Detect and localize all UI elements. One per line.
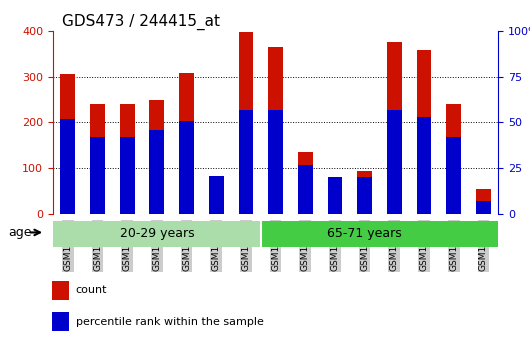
- Text: percentile rank within the sample: percentile rank within the sample: [76, 317, 263, 326]
- Bar: [209, 176, 224, 214]
- Bar: [446, 104, 461, 214]
- Bar: [357, 171, 372, 214]
- Bar: [52, 312, 68, 331]
- Bar: [60, 75, 75, 214]
- Bar: [120, 104, 135, 214]
- Bar: [328, 177, 342, 214]
- Bar: [60, 119, 75, 214]
- Text: 65-71 years: 65-71 years: [327, 227, 402, 240]
- Bar: [298, 152, 313, 214]
- Bar: [387, 110, 402, 214]
- Bar: [446, 137, 461, 214]
- Bar: [179, 121, 194, 214]
- Bar: [476, 201, 491, 214]
- Bar: [149, 130, 164, 214]
- Bar: [179, 73, 194, 214]
- Bar: [261, 221, 498, 247]
- Bar: [268, 47, 283, 214]
- Text: 20-29 years: 20-29 years: [120, 227, 194, 240]
- Bar: [298, 165, 313, 214]
- Bar: [120, 137, 135, 214]
- Bar: [417, 50, 431, 214]
- Bar: [387, 42, 402, 214]
- Bar: [476, 189, 491, 214]
- Bar: [328, 177, 342, 214]
- Bar: [90, 104, 105, 214]
- Bar: [149, 100, 164, 214]
- Bar: [52, 281, 68, 300]
- Bar: [238, 110, 253, 214]
- Text: age: age: [8, 226, 31, 239]
- Bar: [90, 137, 105, 214]
- Bar: [268, 110, 283, 214]
- Bar: [417, 117, 431, 214]
- Bar: [53, 221, 261, 247]
- Bar: [357, 177, 372, 214]
- Bar: [238, 32, 253, 214]
- Text: count: count: [76, 286, 107, 295]
- Text: GDS473 / 244415_at: GDS473 / 244415_at: [62, 13, 220, 30]
